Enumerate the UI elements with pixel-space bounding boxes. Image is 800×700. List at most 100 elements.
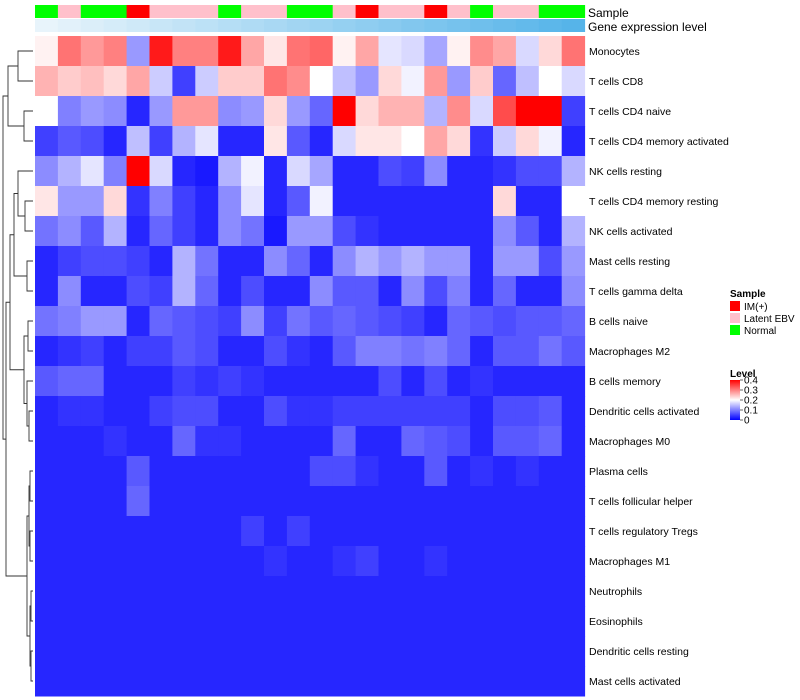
heatmap-cell (332, 36, 357, 67)
heatmap-cell (218, 516, 242, 547)
sample-annotation-cell (561, 5, 586, 18)
heatmap-cell (195, 126, 219, 157)
heatmap-cell (378, 396, 402, 427)
heatmap-cell (332, 66, 357, 97)
heatmap-cell (35, 156, 59, 187)
heatmap-cell (103, 126, 128, 157)
heatmap-cell (218, 306, 242, 337)
heatmap-cell (126, 666, 150, 697)
heatmap-cell (149, 36, 173, 67)
heatmap-cell (561, 486, 586, 517)
heatmap-cell (286, 396, 311, 427)
heatmap-cell (195, 426, 219, 457)
heatmap-cell (80, 156, 105, 187)
row-label: T cells gamma delta (589, 286, 683, 298)
heatmap-cell (195, 276, 219, 307)
heatmap-cell (218, 36, 242, 67)
heatmap-cell (57, 426, 82, 457)
heatmap-cell (493, 96, 517, 127)
heatmap-cell (424, 306, 448, 337)
row-label: Eosinophils (589, 616, 643, 628)
heatmap-cell (561, 306, 586, 337)
heatmap-cell (355, 276, 379, 307)
heatmap-cell (195, 36, 219, 67)
heatmap-cell (378, 336, 402, 367)
heatmap-cell (470, 486, 494, 517)
gene-expression-annotation-cell (424, 19, 448, 32)
heatmap-cell (470, 216, 494, 247)
heatmap-cell (126, 216, 150, 247)
heatmap-cell (538, 576, 563, 607)
heatmap-cell (264, 666, 288, 697)
level-legend-ticks: 0.40.30.20.10 (740, 376, 758, 427)
heatmap-cell (493, 66, 517, 97)
heatmap-cell (332, 366, 357, 397)
heatmap-cell (286, 456, 311, 487)
heatmap-cell (57, 36, 82, 67)
legend-swatch (730, 301, 740, 311)
heatmap-cell (80, 216, 105, 247)
heatmap-cell (103, 36, 128, 67)
heatmap-cell (309, 36, 334, 67)
heatmap-cell (561, 156, 586, 187)
heatmap-cell (286, 36, 311, 67)
heatmap-cell (264, 126, 288, 157)
heatmap-cell (172, 576, 196, 607)
gene-expression-annotation-cell (80, 19, 105, 32)
row-label: Mast cells activated (589, 676, 681, 688)
heatmap-cell (401, 546, 425, 577)
heatmap-cell (126, 36, 150, 67)
sample-annotation-cell (424, 5, 448, 18)
heatmap-cell (286, 576, 311, 607)
gene-expression-annotation-cell (172, 19, 196, 32)
gene-expression-annotation-bar (35, 19, 586, 32)
heatmap-cell (80, 246, 105, 277)
heatmap-cell (309, 66, 334, 97)
heatmap-cell (378, 456, 402, 487)
heatmap-cell (35, 396, 59, 427)
heatmap-cell (264, 306, 288, 337)
heatmap-cell (561, 366, 586, 397)
heatmap-cell (80, 186, 105, 217)
heatmap-cell (493, 216, 517, 247)
heatmap-cell (57, 666, 82, 697)
sample-annotation-cell (57, 5, 82, 18)
heatmap-cell (470, 126, 494, 157)
row-label: T cells regulatory Tregs (589, 526, 698, 538)
heatmap-cell (218, 96, 242, 127)
gene-expression-annotation-cell (264, 19, 288, 32)
legend-tick-label: 0.4 (744, 376, 758, 387)
heatmap-cell (241, 366, 265, 397)
heatmap-cell (378, 546, 402, 577)
heatmap-cell (424, 36, 448, 67)
heatmap-cell (493, 306, 517, 337)
heatmap-cell (241, 546, 265, 577)
heatmap-cell (80, 516, 105, 547)
heatmap-cell (195, 216, 219, 247)
heatmap-cell (424, 396, 448, 427)
sample-annotation-cell (80, 5, 105, 18)
heatmap-cell (401, 156, 425, 187)
gene-expression-annotation-cell (149, 19, 173, 32)
heatmap-cell (401, 186, 425, 217)
heatmap-cell (241, 216, 265, 247)
heatmap-cell (401, 336, 425, 367)
heatmap-cell (80, 396, 105, 427)
heatmap-cell (332, 486, 357, 517)
heatmap-cell (561, 126, 586, 157)
sample-legend-title: Sample (730, 289, 766, 300)
heatmap-cell (493, 606, 517, 637)
heatmap-cell (35, 126, 59, 157)
heatmap-cell (149, 486, 173, 517)
heatmap-cell (561, 456, 586, 487)
heatmap-cell (195, 306, 219, 337)
heatmap-cell (355, 396, 379, 427)
heatmap-cell (172, 336, 196, 367)
heatmap-cell (538, 66, 563, 97)
heatmap-cell (470, 156, 494, 187)
heatmap-cell (470, 66, 494, 97)
heatmap-cell (126, 606, 150, 637)
heatmap-cell (401, 96, 425, 127)
heatmap-cell (515, 546, 540, 577)
